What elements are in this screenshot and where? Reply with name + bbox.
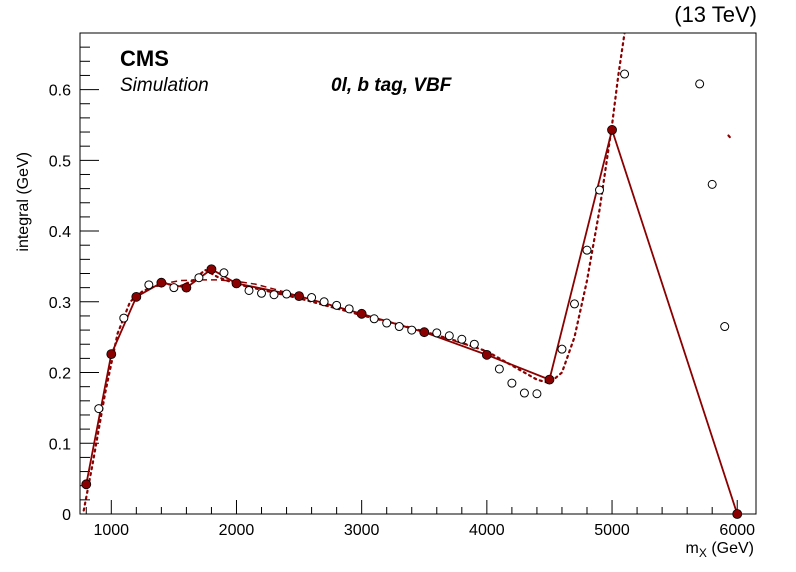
- open-point: [244, 285, 254, 295]
- series-layer: [81, 33, 743, 519]
- open-point: [369, 314, 379, 324]
- x-tick-label: 3000: [344, 522, 380, 539]
- filled-point: [206, 264, 217, 275]
- filled-point: [81, 479, 92, 490]
- x-axis-title-subscript: X: [699, 546, 707, 560]
- category-label: 0l, b tag, VBF: [331, 75, 453, 96]
- open-point: [494, 364, 504, 374]
- open-point: [282, 289, 292, 299]
- y-tick-label: 0.1: [49, 436, 71, 453]
- filled-point: [294, 291, 304, 302]
- filled-point: [419, 327, 430, 338]
- spline-curve: [82, 33, 626, 512]
- simulation-label: Simulation: [120, 75, 209, 96]
- filled-point: [732, 509, 743, 519]
- filled-point: [356, 308, 367, 319]
- y-tick-label: 0.4: [49, 224, 71, 241]
- x-axis-ticks: 1000 2000 3000 4000 5000 6000: [85, 500, 755, 539]
- open-point: [720, 322, 730, 332]
- open-point: [169, 283, 179, 293]
- interpolation-line: [85, 126, 739, 515]
- x-axis-title-unit: (GeV): [711, 540, 754, 557]
- open-point: [695, 79, 705, 89]
- open-point: [519, 388, 529, 398]
- open-point: [569, 299, 579, 309]
- open-point: [407, 325, 417, 335]
- y-axis-ticks: 0 0.1 0.2 0.3 0.4 0.5 0.6: [49, 32, 99, 524]
- open-point: [707, 179, 717, 189]
- energy-label: (13 TeV): [674, 2, 757, 27]
- filled-point: [231, 278, 242, 289]
- open-point: [257, 288, 267, 298]
- x-tick-label: 5000: [594, 522, 630, 539]
- open-point: [582, 245, 592, 255]
- open-point: [94, 404, 104, 414]
- filled-point: [544, 374, 555, 385]
- x-tick-label: 4000: [469, 522, 505, 539]
- open-point: [307, 293, 317, 303]
- open-point: [194, 273, 204, 283]
- open-point: [144, 280, 154, 290]
- cms-label: CMS: [120, 46, 169, 71]
- open-point: [457, 334, 467, 344]
- filled-point: [156, 277, 167, 288]
- open-point: [219, 268, 229, 278]
- open-point: [432, 328, 442, 338]
- open-point: [319, 297, 329, 307]
- open-point: [469, 339, 479, 349]
- plot-frame: [79, 32, 757, 515]
- fit-curve: [161, 279, 488, 353]
- open-point: [444, 331, 454, 341]
- y-tick-label: 0.3: [49, 295, 71, 312]
- open-point: [557, 344, 567, 354]
- y-tick-label: 0.5: [49, 153, 71, 170]
- x-axis-title: mX (GeV): [686, 540, 754, 560]
- filled-point: [481, 349, 492, 360]
- filled-point: [131, 291, 142, 302]
- open-point: [269, 290, 279, 300]
- x-tick-label: 6000: [719, 522, 755, 539]
- open-point: [344, 304, 354, 314]
- open-point: [119, 313, 129, 323]
- open-point: [332, 300, 342, 310]
- y-tick-label: 0: [62, 507, 71, 524]
- spline-curve: [727, 134, 733, 141]
- filled-point: [106, 349, 117, 360]
- filled-point: [181, 282, 192, 293]
- x-axis-title-symbol: m: [686, 540, 699, 557]
- x-tick-label: 2000: [219, 522, 255, 539]
- open-point: [382, 318, 392, 328]
- filled-point: [607, 125, 617, 135]
- open-point: [620, 69, 630, 79]
- y-axis-title: integral (GeV): [15, 152, 32, 252]
- x-tick-label: 1000: [93, 522, 129, 539]
- open-point: [532, 389, 542, 399]
- y-tick-label: 0.2: [49, 366, 71, 383]
- open-point: [595, 185, 605, 195]
- open-point: [507, 378, 517, 388]
- open-point: [394, 322, 404, 332]
- y-tick-label: 0.6: [49, 83, 71, 100]
